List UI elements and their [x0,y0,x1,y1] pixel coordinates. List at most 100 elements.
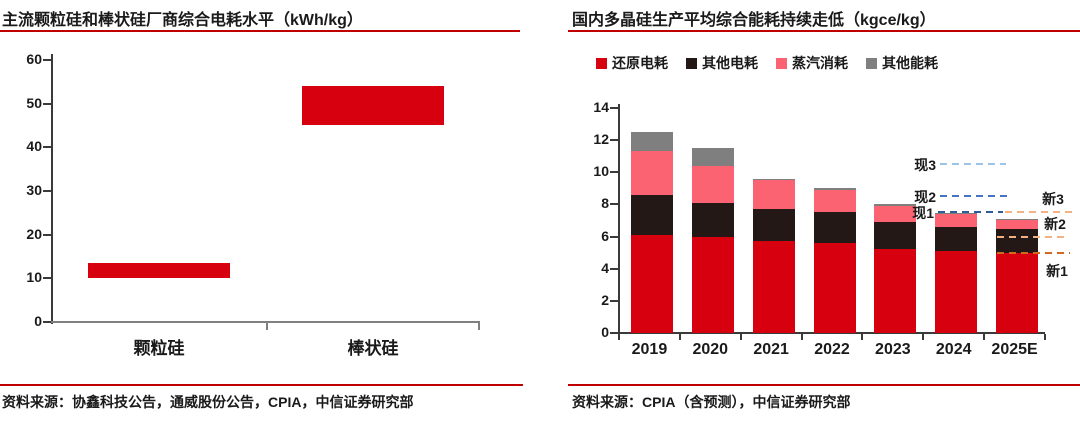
legend-label: 蒸汽消耗 [792,55,848,71]
x-category-label: 颗粒硅 [133,339,185,358]
y-axis-tick-label: 60 [26,51,42,67]
y-axis-tick [610,107,618,109]
x-axis-tick [861,334,864,340]
stack-segment-其他能耗-2021 [752,178,795,181]
y-axis-tick [43,146,51,149]
x-axis-tick [678,334,681,340]
y-axis-tick [43,59,51,61]
annotation-label-现1: 现1 [912,205,934,222]
stack-segment-其他能耗-2025E [996,218,1039,220]
annotation-label-新2: 新2 [1044,215,1066,232]
right-title-underline [568,30,1080,32]
left-source-rule [0,384,523,386]
stack-segment-还原电耗-2021 [752,241,795,333]
y-axis-tick-label: 12 [593,131,609,148]
legend-item-还原电耗: 还原电耗 [596,53,668,73]
x-axis-tick [266,323,268,330]
stack-segment-还原电耗-2024 [935,251,978,333]
left-chart-panel: 主流颗粒硅和棒状硅厂商综合电耗水平（kWh/kg） 0 10 20 30 40 50 60 颗… [0,12,523,410]
annotation-line-现2 [940,195,1008,198]
stack-segment-蒸汽消耗-2022 [813,189,856,213]
y-axis-tick-label: 8 [601,195,609,212]
x-category-label: 2022 [814,341,850,358]
y-axis-tick [43,102,51,105]
stack-segment-还原电耗-2019 [631,234,673,333]
stack-segment-蒸汽消耗-2024 [935,214,978,227]
stack-segment-蒸汽消耗-2023 [874,206,917,223]
annotation-label-新1: 新1 [1046,262,1068,279]
stack-segment-还原电耗-2025E [996,252,1039,333]
y-axis-tick [43,321,51,323]
y-axis-tick-label: 30 [26,182,42,198]
legend-label: 还原电耗 [612,55,668,71]
stack-segment-其他能耗-2020 [691,148,734,166]
stack-segment-还原电耗-2023 [874,249,917,333]
stack-segment-其他能耗-2019 [631,132,673,152]
y-axis-tick [610,139,618,142]
annotation-label-新3: 新3 [1042,191,1064,208]
left-chart-plot: 0 10 20 30 40 50 60 颗粒硅 棒状硅 [26,51,480,358]
y-axis-tick [610,267,618,270]
legend-swatch-icon [686,57,697,69]
annotation-line-新1 [997,251,1070,254]
stack-segment-蒸汽消耗-2020 [691,165,734,203]
x-category-label: 2019 [631,341,668,358]
x-category-label: 2020 [692,341,729,358]
x-axis-tick [739,334,742,340]
x-axis-tick [478,323,480,330]
right-source-text: 资料来源：CPIA（含预测），中信证券研究部 [572,394,851,410]
legend-swatch-icon [776,57,787,69]
legend-item-其他能耗: 其他能耗 [866,53,938,73]
legend-item-蒸汽消耗: 蒸汽消耗 [776,53,848,73]
legend-swatch-icon [866,57,877,69]
x-axis-tick [922,334,925,340]
x-category-label: 2025E [991,341,1038,358]
x-axis-line [51,321,480,323]
stack-segment-蒸汽消耗-2021 [752,180,795,210]
x-category-label: 2024 [935,341,972,358]
y-axis-line [51,54,53,324]
right-chart-panel: 国内多晶硅生产平均综合能耗持续走低（kgce/kg） 还原电耗 其他电耗 蒸汽消耗 其… [540,0,1080,448]
legend-swatch-icon [596,57,607,69]
stack-segment-其他电耗-2022 [813,212,856,243]
y-axis-tick [43,233,51,236]
y-axis-tick-label: 10 [26,269,42,286]
y-axis-tick-label: 0 [34,313,42,329]
annotation-line-新2 [997,235,1068,238]
y-axis-tick [610,203,618,206]
range-bar-颗粒硅 [88,263,230,279]
x-category-label: 棒状硅 [347,339,399,358]
right-source-rule [568,384,1080,386]
y-axis-tick [43,190,51,192]
y-axis-tick-label: 20 [26,225,42,242]
stack-segment-其他电耗-2025E [996,229,1039,253]
annotation-line-现1 [938,211,1003,214]
legend-item-其他电耗: 其他电耗 [686,53,758,73]
annotation-line-现3 [940,163,1006,166]
left-source-text: 资料来源：协鑫科技公告，通威股份公告，CPIA，中信证券研究部 [2,394,414,410]
annotation-label-现2: 现2 [914,189,936,206]
stack-segment-其他电耗-2021 [752,209,795,242]
y-axis-tick [610,299,618,302]
y-axis-tick-label: 0 [601,324,609,340]
x-axis-tick [618,334,620,340]
stack-segment-其他能耗-2024 [935,213,978,215]
left-title-underline [0,30,520,32]
y-axis-tick-label: 40 [26,138,42,155]
stack-segment-其他电耗-2020 [691,202,734,237]
y-axis-tick-label: 14 [593,99,609,115]
right-chart-title: 国内多晶硅生产平均综合能耗持续走低（kgce/kg） [572,12,936,29]
y-axis-tick-label: 6 [601,227,609,244]
y-axis-tick [43,277,51,280]
y-axis-tick [610,332,618,334]
legend-label: 其他电耗 [702,55,758,71]
stack-segment-其他能耗-2022 [813,188,856,190]
stack-segment-还原电耗-2022 [813,243,856,333]
stack-segment-其他电耗-2023 [874,222,917,250]
annotation-label-现3: 现3 [914,157,936,174]
y-axis-tick-label: 2 [601,291,609,308]
left-chart-title: 主流颗粒硅和棒状硅厂商综合电耗水平（kWh/kg） [2,12,363,29]
y-axis-tick [610,171,618,174]
x-axis-tick [800,334,803,340]
x-category-label: 2023 [875,341,911,358]
